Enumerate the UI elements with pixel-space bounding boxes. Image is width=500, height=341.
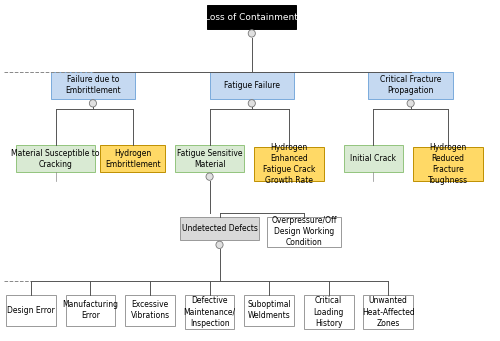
Text: Critical
Loading
History: Critical Loading History bbox=[314, 296, 344, 328]
FancyBboxPatch shape bbox=[66, 295, 116, 326]
FancyBboxPatch shape bbox=[207, 5, 296, 29]
FancyBboxPatch shape bbox=[100, 145, 165, 172]
Ellipse shape bbox=[90, 100, 96, 107]
FancyBboxPatch shape bbox=[254, 147, 324, 181]
Text: Critical Fracture
Propagation: Critical Fracture Propagation bbox=[380, 75, 442, 95]
Ellipse shape bbox=[216, 241, 223, 249]
FancyBboxPatch shape bbox=[175, 145, 244, 172]
Text: Material Susceptible to
Cracking: Material Susceptible to Cracking bbox=[12, 149, 100, 168]
Text: Fatigue Sensitive
Material: Fatigue Sensitive Material bbox=[177, 149, 242, 168]
Text: Design Error: Design Error bbox=[7, 306, 54, 315]
Text: Initial Crack: Initial Crack bbox=[350, 154, 397, 163]
Ellipse shape bbox=[407, 100, 414, 107]
Text: Failure due to
Embrittlement: Failure due to Embrittlement bbox=[65, 75, 120, 95]
FancyBboxPatch shape bbox=[125, 295, 175, 326]
FancyBboxPatch shape bbox=[185, 295, 234, 329]
FancyBboxPatch shape bbox=[266, 217, 341, 247]
Ellipse shape bbox=[206, 173, 213, 180]
FancyBboxPatch shape bbox=[344, 145, 403, 172]
FancyBboxPatch shape bbox=[368, 72, 453, 99]
Text: Defective
Maintenance/
Inspection: Defective Maintenance/ Inspection bbox=[184, 296, 236, 328]
Text: Hydrogen
Embrittlement: Hydrogen Embrittlement bbox=[105, 149, 160, 168]
Text: Suboptimal
Weldments: Suboptimal Weldments bbox=[248, 300, 291, 320]
Text: Manufacturing
Error: Manufacturing Error bbox=[62, 300, 118, 320]
FancyBboxPatch shape bbox=[16, 145, 96, 172]
Text: Hydrogen
Reduced
Fracture
Toughness: Hydrogen Reduced Fracture Toughness bbox=[428, 143, 468, 185]
FancyBboxPatch shape bbox=[180, 217, 259, 240]
Text: Loss of Containment: Loss of Containment bbox=[206, 13, 298, 21]
FancyBboxPatch shape bbox=[364, 295, 413, 329]
Text: Undetected Defects: Undetected Defects bbox=[182, 224, 258, 233]
FancyBboxPatch shape bbox=[50, 72, 135, 99]
Text: Fatigue Failure: Fatigue Failure bbox=[224, 81, 280, 90]
FancyBboxPatch shape bbox=[6, 295, 56, 326]
Ellipse shape bbox=[248, 100, 256, 107]
Text: Hydrogen
Enhanced
Fatigue Crack
Growth Rate: Hydrogen Enhanced Fatigue Crack Growth R… bbox=[263, 143, 315, 185]
Ellipse shape bbox=[248, 30, 256, 37]
FancyBboxPatch shape bbox=[304, 295, 354, 329]
FancyBboxPatch shape bbox=[210, 72, 294, 99]
Text: Excessive
Vibrations: Excessive Vibrations bbox=[130, 300, 170, 320]
FancyBboxPatch shape bbox=[244, 295, 294, 326]
Text: Overpressure/Off
Design Working
Condition: Overpressure/Off Design Working Conditio… bbox=[271, 216, 336, 248]
Text: Unwanted
Heat-Affected
Zones: Unwanted Heat-Affected Zones bbox=[362, 296, 414, 328]
FancyBboxPatch shape bbox=[413, 147, 482, 181]
